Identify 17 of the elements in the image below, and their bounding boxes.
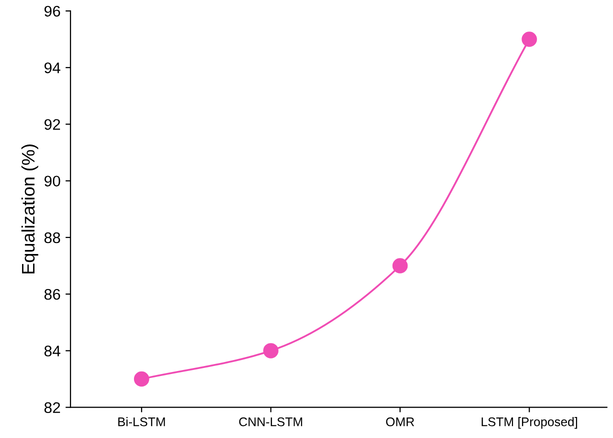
- point: [134, 371, 150, 387]
- y-axis-title: Equalization (%): [21, 144, 38, 274]
- point: [522, 32, 537, 47]
- y-tick-label: 90: [44, 176, 60, 187]
- x-tick-label: Bi-LSTM: [118, 417, 165, 426]
- point: [392, 258, 408, 274]
- y-tick-label: 84: [44, 346, 60, 356]
- x-tick-label: LSTM [Proposed]: [482, 417, 578, 429]
- x-tick-label: OMR: [386, 417, 414, 426]
- y-tick-label: 88: [44, 232, 60, 244]
- y-tick-label: 96: [44, 6, 60, 17]
- x-tick-label: CNN-LSTM: [239, 417, 302, 426]
- point: [263, 343, 278, 358]
- y-tick-label: 92: [44, 119, 60, 130]
- y-tick-label: 94: [44, 62, 60, 74]
- y-tick-label: 86: [44, 288, 60, 300]
- y-tick-label: 82: [44, 402, 60, 414]
